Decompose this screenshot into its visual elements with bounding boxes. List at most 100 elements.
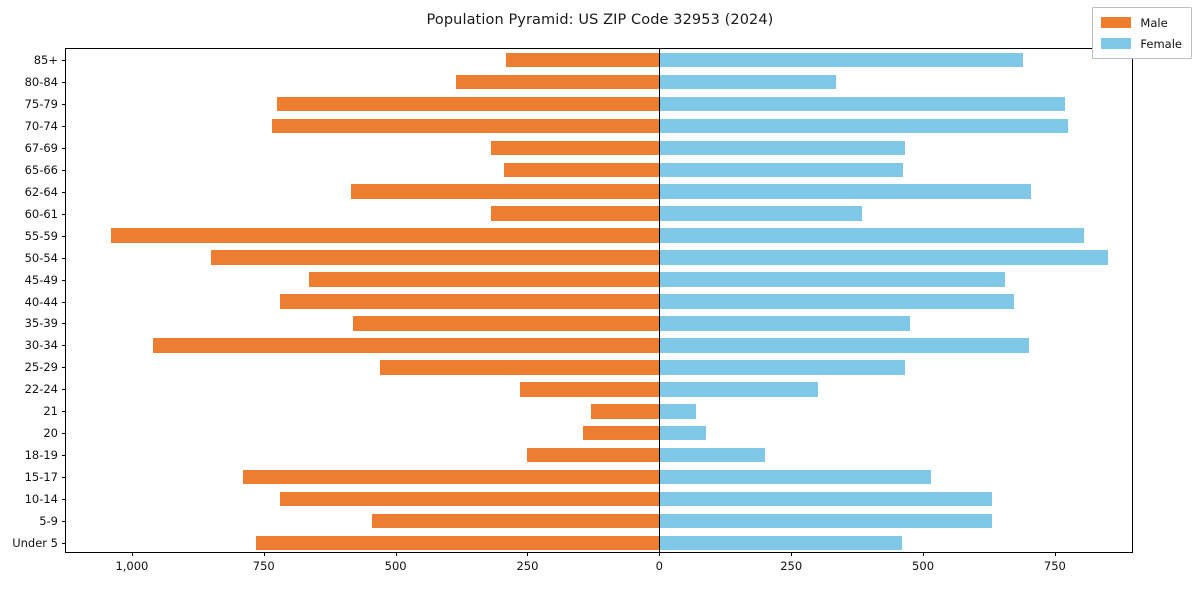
bar-female	[659, 140, 905, 156]
y-axis-tick-label: 60-61	[24, 206, 58, 221]
y-axis-tick	[61, 543, 66, 545]
bar-male	[503, 162, 660, 177]
legend-swatch-male-icon	[1101, 17, 1132, 28]
x-axis-tick	[395, 552, 397, 556]
bar-row	[66, 469, 1132, 485]
y-axis-tick-label: 80-84	[24, 74, 58, 89]
y-axis-tick-label: 67-69	[24, 140, 58, 155]
plot-area: 1,000 750 500 250 0 250 500 750 85+ 80-84 75-79 70…	[12, 48, 1133, 573]
bar-female	[659, 206, 863, 221]
bar-row	[66, 491, 1132, 507]
bar-row	[66, 316, 1132, 331]
bar-male	[308, 272, 660, 287]
bar-rows	[66, 49, 1132, 552]
bar-row	[66, 338, 1132, 353]
y-axis-tick	[61, 235, 66, 237]
y-axis-tick	[61, 345, 66, 347]
y-axis-tick	[61, 81, 66, 83]
bar-male	[279, 491, 660, 507]
bar-female	[659, 513, 992, 529]
x-axis-tick-label: 0	[655, 559, 663, 573]
y-axis-tick	[61, 455, 66, 457]
x-axis-tick-label: 750	[252, 559, 275, 573]
bar-female	[659, 491, 992, 507]
bar-female	[659, 272, 1005, 287]
bar-row	[66, 96, 1132, 112]
y-axis-tick	[61, 279, 66, 281]
chart-title: Population Pyramid: US ZIP Code 32953 (2…	[426, 12, 774, 28]
legend-swatch-female-icon	[1101, 38, 1132, 49]
bar-row	[66, 382, 1132, 397]
chart-legend: Male Female	[1092, 7, 1192, 59]
y-axis-tick-label: 65-66	[24, 162, 58, 177]
x-axis-tick	[659, 552, 661, 556]
legend-label-female: Female	[1140, 36, 1182, 51]
y-axis-tick-label: 25-29	[24, 360, 58, 375]
bar-male	[379, 360, 660, 375]
y-axis-tick-label: 10-14	[24, 492, 58, 507]
bar-row	[66, 206, 1132, 221]
bar-male	[242, 469, 660, 485]
y-axis-tick-label: 40-44	[24, 294, 58, 309]
bar-female	[659, 74, 836, 90]
y-axis-tick-label: 35-39	[24, 316, 58, 331]
y-axis-tick	[61, 367, 66, 369]
x-axis-tick-label: 500	[384, 559, 407, 573]
bar-female	[659, 162, 903, 177]
x-axis-tick	[1054, 552, 1056, 556]
y-axis-tick	[61, 499, 66, 501]
bar-row	[66, 140, 1132, 156]
y-axis-tick	[61, 257, 66, 259]
y-axis-tick-label: 21	[43, 404, 58, 419]
bar-male	[456, 74, 660, 90]
bar-male	[255, 535, 660, 551]
bar-male	[271, 118, 660, 134]
y-axis-tick	[61, 301, 66, 303]
bar-row	[66, 162, 1132, 177]
bar-male	[519, 382, 660, 397]
y-axis-tick-label: 20	[43, 426, 58, 441]
bar-row	[66, 272, 1132, 287]
y-axis-tick	[61, 433, 66, 435]
bar-male	[490, 206, 660, 221]
zero-axis-line	[658, 49, 661, 552]
x-axis-tick	[923, 552, 925, 556]
bar-female	[659, 425, 706, 441]
x-axis-tick	[791, 552, 793, 556]
y-axis-tick-label: 45-49	[24, 272, 58, 287]
y-axis-tick-label: 75-79	[24, 96, 58, 111]
x-axis-tick	[131, 552, 133, 556]
bar-female	[659, 294, 1014, 309]
bar-row	[66, 74, 1132, 90]
y-axis-tick-label: 18-19	[24, 448, 58, 463]
y-axis-tick-label: 22-24	[24, 382, 58, 397]
y-axis-tick-label: 50-54	[24, 250, 58, 265]
bar-female	[659, 184, 1032, 199]
x-axis-tick	[263, 552, 265, 556]
x-axis-tick-label: 1,000	[115, 559, 149, 573]
y-axis-tick-label: Under 5	[12, 536, 58, 551]
bar-row	[66, 404, 1132, 419]
x-axis-tick-label: 500	[912, 559, 935, 573]
y-axis-tick	[61, 125, 66, 127]
y-axis-tick-label: 70-74	[24, 118, 58, 133]
y-axis-tick	[61, 169, 66, 171]
y-axis-tick	[61, 213, 66, 215]
x-axis-tick-label: 250	[516, 559, 539, 573]
legend-item-female: Female	[1101, 35, 1182, 52]
bar-female	[659, 52, 1024, 68]
bar-female	[659, 228, 1084, 243]
y-axis-tick	[61, 477, 66, 479]
bar-male	[350, 184, 660, 199]
bar-row	[66, 535, 1132, 551]
y-axis-tick	[61, 389, 66, 391]
y-axis-tick	[61, 59, 66, 61]
y-axis-tick-label: 30-34	[24, 338, 58, 353]
bar-female	[659, 338, 1029, 353]
bar-female	[659, 250, 1108, 265]
legend-label-male: Male	[1140, 15, 1168, 30]
bar-female	[659, 447, 765, 463]
bar-row	[66, 447, 1132, 463]
bar-male	[506, 52, 660, 68]
bar-male	[211, 250, 660, 265]
